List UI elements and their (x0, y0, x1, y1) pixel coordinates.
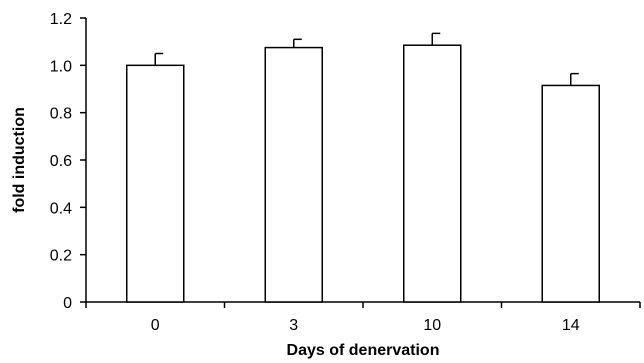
y-tick-label: 0.4 (50, 200, 72, 217)
x-axis-label: Days of denervation (287, 342, 440, 359)
x-tick-label: 10 (423, 317, 441, 334)
y-axis-label: fold induction (11, 107, 28, 213)
y-tick-label: 1.0 (50, 58, 72, 75)
bars (126, 32, 600, 303)
bar-10 (403, 44, 462, 303)
bar-0 (126, 64, 185, 303)
y-tick-label: 0.2 (50, 248, 72, 265)
x-ticks: 0 3 10 14 (85, 302, 641, 334)
x-tick-label: 0 (151, 317, 160, 334)
x-tick-label: 14 (562, 317, 580, 334)
y-tick-label: 0.6 (50, 153, 72, 170)
y-ticks: 0 0.2 0.4 0.6 0.8 1.0 1.2 (50, 11, 86, 312)
x-tick-label: 3 (289, 317, 298, 334)
bar-3 (264, 46, 323, 303)
y-tick-label: 0.8 (50, 106, 72, 123)
y-tick-label: 1.2 (50, 11, 72, 28)
y-tick-label: 0 (63, 295, 72, 312)
bar-14 (541, 84, 600, 303)
